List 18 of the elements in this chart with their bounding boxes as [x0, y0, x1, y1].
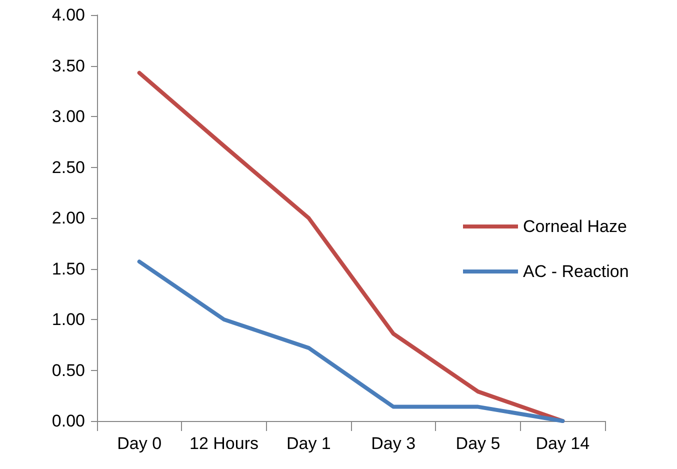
x-tick-label: Day 14	[536, 434, 590, 453]
x-tick-label: Day 0	[117, 434, 162, 453]
y-tick-label: 4.00	[52, 6, 85, 24]
y-tick-label: 0.00	[52, 412, 85, 430]
y-tick-label: 1.00	[52, 310, 85, 329]
y-tick-label: 1.50	[52, 259, 85, 278]
legend-label: Corneal Haze	[523, 217, 627, 236]
legend-label: AC - Reaction	[523, 262, 629, 281]
y-tick-label: 3.50	[52, 56, 85, 76]
y-tick-label: 2.50	[52, 158, 85, 177]
y-tick-label: 3.00	[52, 107, 85, 126]
x-tick-label: Day 1	[286, 434, 331, 453]
line-series	[137, 260, 565, 423]
y-tick-label: 0.50	[52, 360, 85, 380]
x-tick-label: 12 Hours	[190, 434, 258, 453]
y-tick-label: 2.00	[52, 208, 85, 228]
x-tick-label: Day 3	[371, 434, 416, 453]
x-tick-label: Day 5	[456, 434, 500, 453]
